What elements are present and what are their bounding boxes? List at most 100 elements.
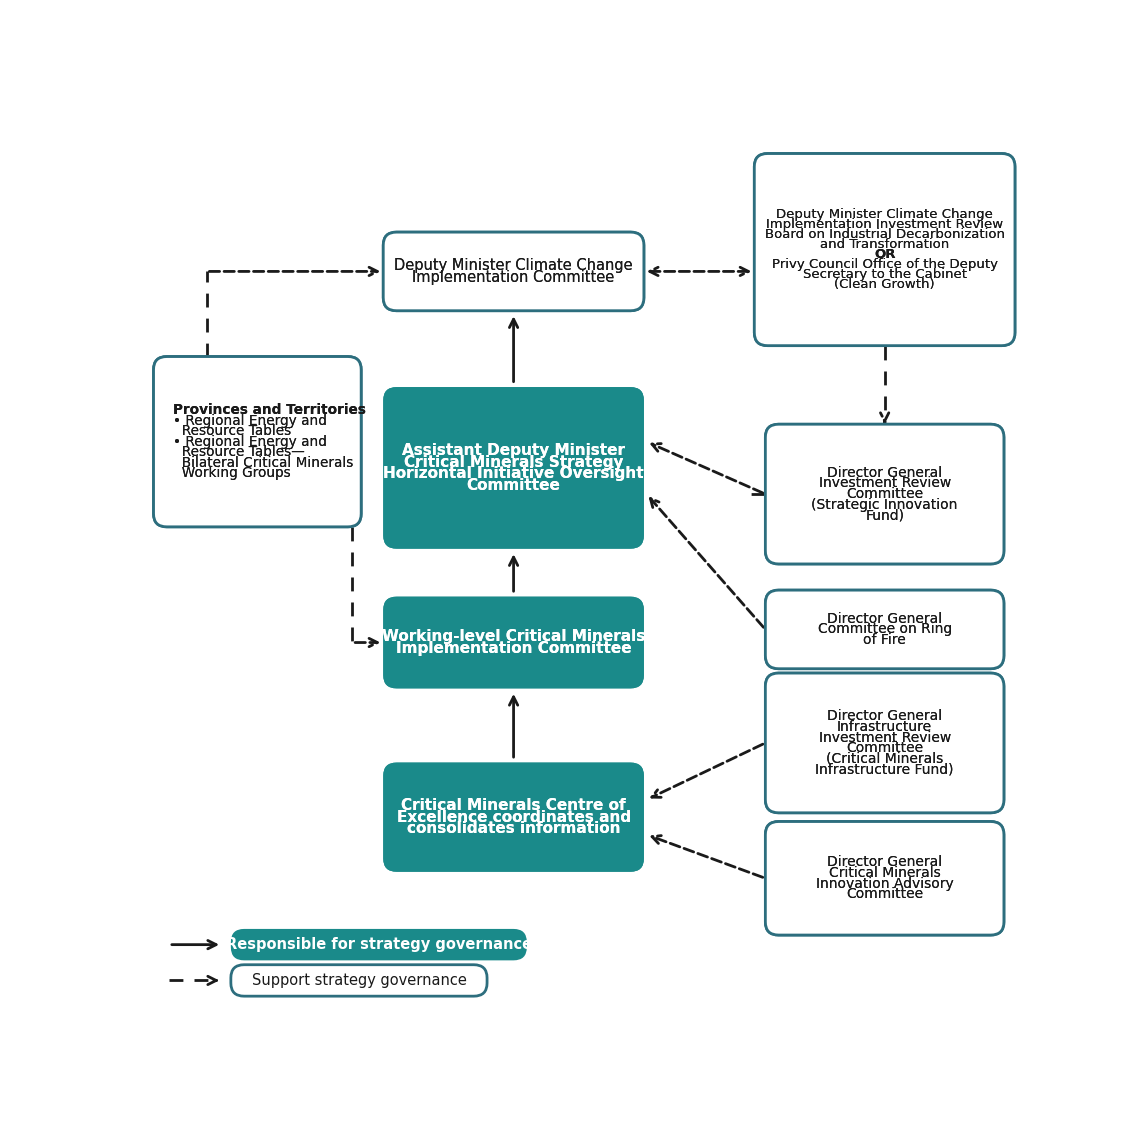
Text: Implementation Committee: Implementation Committee bbox=[413, 270, 614, 285]
Text: OR: OR bbox=[874, 248, 895, 261]
Text: Director General: Director General bbox=[828, 710, 942, 723]
FancyBboxPatch shape bbox=[765, 674, 1004, 813]
Text: Director General: Director General bbox=[828, 612, 942, 626]
Text: Committee on Ring: Committee on Ring bbox=[817, 623, 952, 636]
FancyBboxPatch shape bbox=[383, 232, 644, 311]
Text: Working Groups: Working Groups bbox=[173, 466, 291, 480]
FancyBboxPatch shape bbox=[383, 232, 644, 311]
FancyBboxPatch shape bbox=[765, 590, 1004, 669]
FancyBboxPatch shape bbox=[230, 929, 527, 960]
Text: consolidates information: consolidates information bbox=[407, 821, 620, 837]
Text: Investment Review: Investment Review bbox=[819, 730, 951, 745]
Text: Committee: Committee bbox=[846, 488, 923, 501]
Text: and Transformation: and Transformation bbox=[820, 238, 950, 251]
Text: Excellence coordinates and: Excellence coordinates and bbox=[397, 810, 630, 824]
Text: Committee: Committee bbox=[846, 488, 923, 501]
FancyBboxPatch shape bbox=[755, 153, 1015, 346]
Text: • Regional Energy and: • Regional Energy and bbox=[173, 434, 327, 449]
Text: Implementation Investment Review: Implementation Investment Review bbox=[766, 218, 1003, 231]
Text: Committee: Committee bbox=[846, 887, 923, 902]
Text: • Regional Energy and: • Regional Energy and bbox=[173, 414, 327, 428]
FancyBboxPatch shape bbox=[383, 596, 644, 688]
FancyBboxPatch shape bbox=[230, 965, 487, 996]
Text: Committee: Committee bbox=[466, 477, 561, 493]
Text: Critical Minerals: Critical Minerals bbox=[829, 866, 940, 880]
Text: (Strategic Innovation: (Strategic Innovation bbox=[812, 498, 958, 511]
FancyBboxPatch shape bbox=[765, 674, 1004, 813]
Text: Board on Industrial Decarbonization: Board on Industrial Decarbonization bbox=[765, 228, 1004, 240]
Text: Committee: Committee bbox=[846, 742, 923, 755]
Text: Director General: Director General bbox=[828, 855, 942, 870]
FancyBboxPatch shape bbox=[765, 590, 1004, 669]
Text: Horizontal Initiative Oversight: Horizontal Initiative Oversight bbox=[383, 466, 644, 481]
Text: Director General: Director General bbox=[828, 612, 942, 626]
Text: Critical Minerals Centre of: Critical Minerals Centre of bbox=[401, 798, 626, 813]
Text: and Transformation: and Transformation bbox=[820, 238, 950, 251]
Text: Implementation Committee: Implementation Committee bbox=[396, 641, 632, 655]
FancyBboxPatch shape bbox=[154, 356, 361, 527]
Text: of Fire: of Fire bbox=[863, 633, 906, 648]
Text: Innovation Advisory: Innovation Advisory bbox=[816, 877, 953, 890]
FancyBboxPatch shape bbox=[765, 424, 1004, 564]
Text: Investment Review: Investment Review bbox=[819, 476, 951, 491]
Text: Implementation Investment Review: Implementation Investment Review bbox=[766, 218, 1003, 231]
Text: (Critical Minerals: (Critical Minerals bbox=[826, 752, 943, 765]
Text: Deputy Minister Climate Change: Deputy Minister Climate Change bbox=[394, 259, 633, 273]
Text: Resource Tables—: Resource Tables— bbox=[173, 446, 306, 459]
Text: Privy Council Office of the Deputy: Privy Council Office of the Deputy bbox=[772, 259, 998, 271]
Text: Committee: Committee bbox=[846, 887, 923, 902]
Text: Deputy Minister Climate Change: Deputy Minister Climate Change bbox=[394, 259, 633, 273]
Text: (Clean Growth): (Clean Growth) bbox=[834, 279, 935, 291]
FancyBboxPatch shape bbox=[154, 356, 361, 527]
Text: Director General: Director General bbox=[828, 466, 942, 480]
Text: Privy Council Office of the Deputy: Privy Council Office of the Deputy bbox=[772, 259, 998, 271]
Text: Excellence coordinates and: Excellence coordinates and bbox=[397, 810, 630, 824]
Text: Infrastructure: Infrastructure bbox=[837, 720, 933, 734]
Text: Resource Tables: Resource Tables bbox=[173, 424, 292, 438]
Text: Implementation Committee: Implementation Committee bbox=[396, 641, 632, 655]
Text: Working Groups: Working Groups bbox=[173, 466, 291, 480]
Text: Resource Tables—: Resource Tables— bbox=[173, 446, 306, 459]
FancyBboxPatch shape bbox=[765, 821, 1004, 936]
Text: • Regional Energy and: • Regional Energy and bbox=[173, 434, 327, 449]
Text: Infrastructure: Infrastructure bbox=[837, 720, 933, 734]
Text: Provinces and Territories: Provinces and Territories bbox=[173, 404, 366, 417]
Text: Infrastructure Fund): Infrastructure Fund) bbox=[815, 762, 954, 777]
Text: Director General: Director General bbox=[828, 855, 942, 870]
Text: Board on Industrial Decarbonization: Board on Industrial Decarbonization bbox=[765, 228, 1004, 240]
Text: Implementation Committee: Implementation Committee bbox=[413, 270, 614, 285]
Text: Secretary to the Cabinet: Secretary to the Cabinet bbox=[803, 269, 967, 281]
Text: Working-level Critical Minerals: Working-level Critical Minerals bbox=[382, 629, 645, 644]
Text: OR: OR bbox=[874, 248, 895, 261]
Text: consolidates information: consolidates information bbox=[407, 821, 620, 837]
Text: Fund): Fund) bbox=[865, 508, 904, 523]
Text: Committee: Committee bbox=[466, 477, 561, 493]
Text: Innovation Advisory: Innovation Advisory bbox=[816, 877, 953, 890]
Text: Director General: Director General bbox=[828, 710, 942, 723]
Text: Infrastructure Fund): Infrastructure Fund) bbox=[815, 762, 954, 777]
Text: • Regional Energy and: • Regional Energy and bbox=[173, 414, 327, 428]
Text: of Fire: of Fire bbox=[863, 633, 906, 648]
Text: Deputy Minister Climate Change: Deputy Minister Climate Change bbox=[776, 208, 993, 221]
FancyBboxPatch shape bbox=[383, 596, 644, 688]
Text: Critical Minerals Strategy: Critical Minerals Strategy bbox=[404, 455, 624, 469]
Text: Responsible for strategy governance: Responsible for strategy governance bbox=[226, 937, 532, 953]
Text: Investment Review: Investment Review bbox=[819, 730, 951, 745]
FancyBboxPatch shape bbox=[765, 821, 1004, 936]
Text: Critical Minerals: Critical Minerals bbox=[829, 866, 940, 880]
Text: Committee on Ring: Committee on Ring bbox=[817, 623, 952, 636]
FancyBboxPatch shape bbox=[765, 424, 1004, 564]
Text: Working-level Critical Minerals: Working-level Critical Minerals bbox=[382, 629, 645, 644]
Text: Fund): Fund) bbox=[865, 508, 904, 523]
Text: Horizontal Initiative Oversight: Horizontal Initiative Oversight bbox=[383, 466, 644, 481]
Text: Resource Tables: Resource Tables bbox=[173, 424, 292, 438]
FancyBboxPatch shape bbox=[755, 153, 1015, 346]
FancyBboxPatch shape bbox=[383, 387, 644, 549]
Text: Committee: Committee bbox=[846, 742, 923, 755]
FancyBboxPatch shape bbox=[383, 387, 644, 549]
FancyBboxPatch shape bbox=[383, 762, 644, 872]
Text: Bilateral Critical Minerals: Bilateral Critical Minerals bbox=[173, 456, 353, 469]
Text: Support strategy governance: Support strategy governance bbox=[252, 973, 466, 988]
Text: Provinces and Territories: Provinces and Territories bbox=[173, 404, 366, 417]
Text: Critical Minerals Centre of: Critical Minerals Centre of bbox=[401, 798, 626, 813]
